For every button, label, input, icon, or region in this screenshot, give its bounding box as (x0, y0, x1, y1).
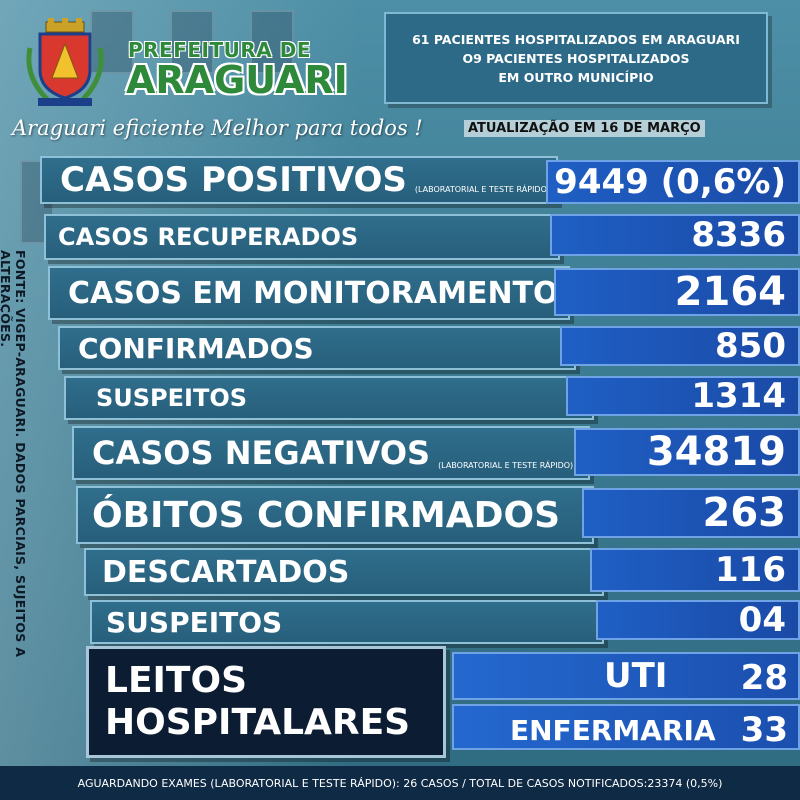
row-value-suspected-deaths: 04 (596, 600, 800, 640)
building-window (90, 10, 134, 74)
beds-title-line: HOSPITALARES (105, 702, 411, 743)
city-coat-of-arms-logo (26, 18, 104, 106)
row-title: ÓBITOS CONFIRMADOS (92, 494, 561, 536)
source-note: FONTE: VIGEP-ARAGUARI. DADOS PARCIAIS, S… (0, 250, 28, 658)
icu-beds-row: UTI 28 (452, 652, 800, 700)
row-title: DESCARTADOS (102, 554, 350, 590)
beds-title-line: LEITOS (105, 660, 248, 701)
slogan: Araguari eficiente Melhor para todos ! (12, 116, 423, 140)
row-title: CASOS RECUPERADOS (58, 223, 359, 251)
brand-city-name: ARAGUARI (126, 58, 348, 102)
row-title: CASOS EM MONITORAMENTO (68, 275, 559, 311)
ward-label: ENFERMARIA (510, 714, 716, 747)
row-value-deaths: 263 (582, 488, 800, 538)
row-title: SUSPEITOS (96, 384, 248, 412)
row-note: (LABORATORIAL E TESTE RÁPIDO) (438, 461, 574, 470)
row-value-discarded: 116 (590, 548, 800, 592)
ward-value: 33 (740, 710, 788, 750)
row-label-positive-cases: CASOS POSITIVOS (LABORATORIAL E TESTE RÁ… (40, 156, 558, 204)
brand-prefix: PREFEITURA DE (128, 38, 311, 62)
ward-beds-row: ENFERMARIA 33 (452, 704, 800, 750)
row-note: (LABORATORIAL E TESTE RÁPIDO) (414, 185, 550, 194)
row-label-suspected: SUSPEITOS (64, 376, 594, 420)
building-window (170, 10, 214, 74)
row-label-deaths: ÓBITOS CONFIRMADOS (76, 486, 594, 544)
row-value-positive-cases: 9449 (0,6%) (546, 160, 800, 204)
row-title: CASOS POSITIVOS (60, 160, 407, 200)
row-title: CONFIRMADOS (78, 331, 314, 365)
info-line: 61 PACIENTES HOSPITALIZADOS EM ARAGUARI (412, 31, 740, 47)
row-label-confirmed: CONFIRMADOS (58, 326, 576, 370)
row-label-discarded: DESCARTADOS (84, 548, 604, 596)
update-date: ATUALIZAÇÃO EM 16 DE MARÇO (464, 120, 705, 137)
icu-value: 28 (740, 658, 788, 698)
row-label-monitoring: CASOS EM MONITORAMENTO (48, 266, 570, 320)
icu-label: UTI (604, 656, 668, 696)
row-value-suspected: 1314 (566, 376, 800, 416)
building-window (250, 10, 294, 74)
row-value-confirmed: 850 (560, 326, 800, 366)
row-title: CASOS NEGATIVOS (92, 434, 431, 472)
info-line: EM OUTRO MUNICÍPIO (498, 69, 654, 85)
row-value-monitoring: 2164 (554, 268, 800, 316)
row-value-negative: 34819 (574, 428, 800, 476)
info-line: O9 PACIENTES HOSPITALIZADOS (462, 50, 690, 66)
row-value-recovered: 8336 (550, 214, 800, 256)
footer-summary: AGUARDANDO EXAMES (LABORATORIAL E TESTE … (0, 766, 800, 800)
hospital-beds-title: LEITOS HOSPITALARES (86, 646, 446, 758)
row-label-recovered: CASOS RECUPERADOS (44, 214, 560, 260)
row-label-suspected-deaths: SUSPEITOS (90, 600, 604, 644)
row-label-negative: CASOS NEGATIVOS (LABORATORIAL E TESTE RÁ… (72, 426, 590, 480)
row-title: SUSPEITOS (106, 605, 283, 639)
hospitalized-info-box: 61 PACIENTES HOSPITALIZADOS EM ARAGUARI … (384, 12, 768, 104)
